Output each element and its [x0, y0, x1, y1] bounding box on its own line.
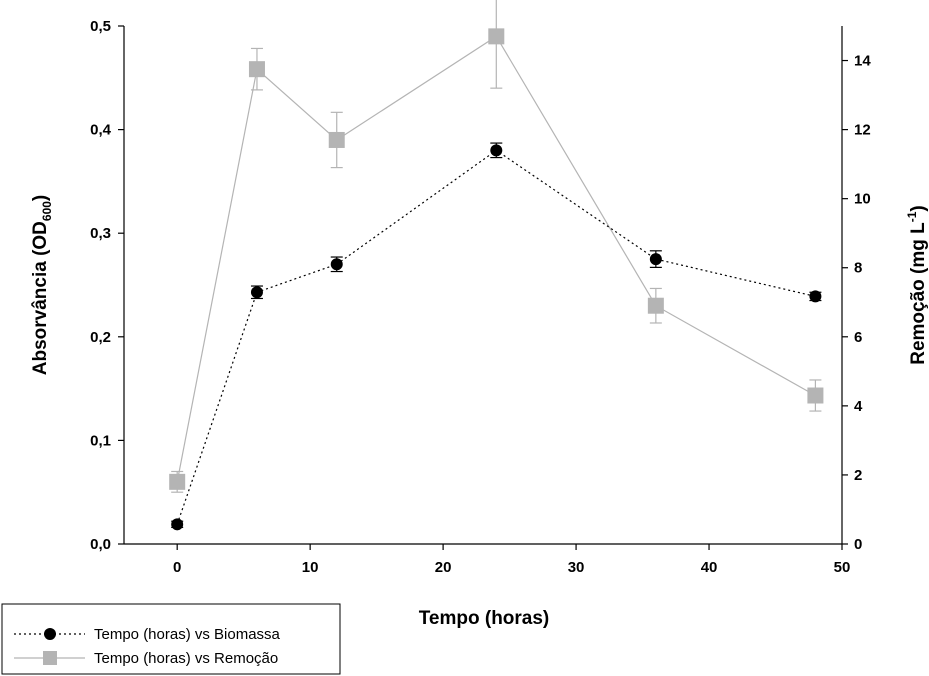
left-y-axis: 0,0 0,1 0,2 0,3 0,4 0,5 [90, 18, 124, 553]
data-point-remocao [328, 131, 345, 148]
x-axis-title: Tempo (horas) [419, 608, 550, 629]
series-biomassa [171, 142, 822, 531]
plot-area [169, 0, 824, 531]
right-y-axis-title: Remoção (mg L-1) [905, 205, 929, 365]
right-y-tick-label: 2 [854, 467, 862, 484]
legend-box [1, 603, 341, 675]
right-y-tick-label: 12 [854, 122, 871, 139]
data-point-remocao [647, 297, 664, 314]
series-line-biomassa [176, 149, 816, 525]
x-tick-label: 10 [302, 559, 319, 576]
data-point-biomassa [649, 253, 662, 266]
left-y-tick-label: 0,2 [90, 329, 111, 346]
data-point-biomassa [490, 144, 503, 157]
data-point-biomassa [171, 518, 184, 531]
x-axis: 0 10 20 30 40 50 [173, 544, 850, 576]
left-y-tick-label: 0,3 [90, 225, 111, 242]
x-tick-label: 20 [435, 559, 452, 576]
left-y-axis-title: Absorvância (OD600) [30, 195, 54, 376]
x-tick-label: 0 [173, 559, 181, 576]
right-y-axis: 0 2 4 6 8 10 12 14 [842, 53, 871, 553]
x-tick-label: 30 [568, 559, 585, 576]
right-y-tick-label: 0 [854, 536, 862, 553]
legend-biomassa-marker [44, 628, 56, 640]
left-y-tick-label: 0,0 [90, 536, 111, 553]
data-point-remocao [807, 387, 824, 404]
x-tick-label: 40 [701, 559, 718, 576]
legend-biomassa-label: Tempo (horas) vs Biomassa [94, 626, 281, 643]
data-point-biomassa [330, 258, 343, 271]
right-y-tick-label: 8 [854, 260, 862, 277]
data-point-remocao [248, 61, 265, 78]
left-y-tick-label: 0,4 [90, 122, 112, 139]
right-y-tick-label: 6 [854, 329, 862, 346]
left-y-tick-label: 0,1 [90, 432, 111, 449]
legend-remocao-label: Tempo (horas) vs Remoção [94, 650, 278, 667]
right-y-tick-label: 4 [854, 398, 863, 415]
axes [123, 26, 843, 545]
legend: Tempo (horas) vs Biomassa Tempo (horas) … [1, 603, 341, 675]
data-point-remocao [169, 473, 186, 490]
left-y-tick-label: 0,5 [90, 18, 111, 35]
data-point-biomassa [250, 286, 263, 299]
series-line-remocao [176, 35, 816, 482]
x-tick-label: 50 [834, 559, 851, 576]
data-point-remocao [488, 28, 505, 45]
right-y-tick-label: 14 [854, 53, 871, 70]
data-point-biomassa [809, 290, 822, 303]
series-remocao [169, 0, 824, 493]
legend-remocao-marker [43, 651, 57, 665]
right-y-tick-label: 10 [854, 191, 871, 208]
